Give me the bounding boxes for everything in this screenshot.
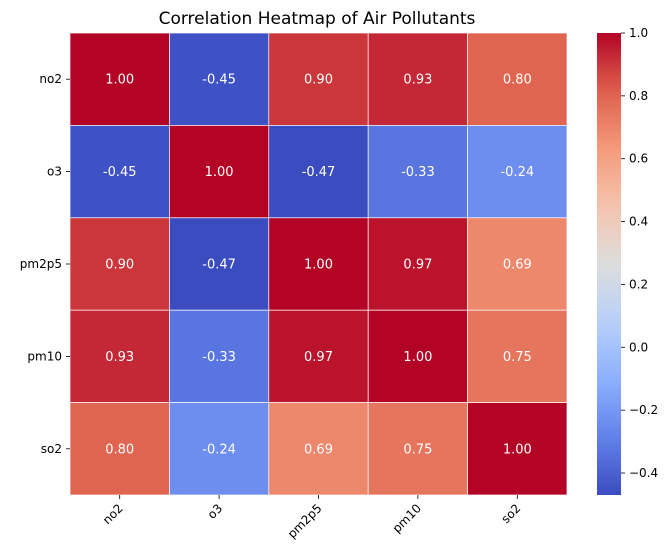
x-tick-label-o3: o3 xyxy=(205,501,225,521)
cell-annotation: -0.45 xyxy=(103,165,137,180)
cell-annotation: 0.80 xyxy=(503,73,532,88)
cell-annotation: 0.97 xyxy=(304,350,333,365)
cell-annotation: -0.45 xyxy=(202,73,236,88)
colorbar-tick-label: −0.2 xyxy=(629,403,658,417)
cell-annotation: 1.00 xyxy=(205,165,234,180)
cell-annotation: 0.93 xyxy=(403,73,432,88)
colorbar-gradient xyxy=(597,33,621,495)
x-tick-label-pm10: pm10 xyxy=(390,501,424,535)
colorbar-tick-label: 0.2 xyxy=(629,277,648,291)
colorbar-tick-label: 1.0 xyxy=(629,26,648,40)
heatmap-cell-so2-no2 xyxy=(69,402,170,496)
heatmap-cell-so2-so2 xyxy=(467,402,568,496)
cell-annotation: -0.47 xyxy=(302,165,336,180)
cell-annotation: -0.33 xyxy=(401,165,435,180)
y-axis-tick-labels: no2 o3 pm2p5 pm10 so2 xyxy=(20,72,70,456)
heatmap-cell-no2-o3 xyxy=(169,32,270,126)
y-tick-label-pm2p5: pm2p5 xyxy=(20,257,62,271)
heatmap-cell-o3-pm2p5 xyxy=(268,125,369,219)
heatmap-cell-o3-so2 xyxy=(467,125,568,219)
heatmap-cells: 1.00 -0.45 0.90 0.93 0.80 -0.45 1.00 -0.47 -0.33… xyxy=(69,32,568,496)
heatmap-cell-no2-pm2p5 xyxy=(268,32,369,126)
y-tick-label-so2: so2 xyxy=(41,442,62,456)
x-tick-label-so2: so2 xyxy=(499,501,524,526)
cell-annotation: 0.90 xyxy=(304,73,333,88)
cell-annotation: 1.00 xyxy=(105,73,134,88)
heatmap-cell-pm10-pm2p5 xyxy=(268,309,369,403)
cell-annotation: 0.69 xyxy=(304,442,333,457)
heatmap-cell-pm2p5-o3 xyxy=(169,217,270,311)
heatmap-cell-no2-so2 xyxy=(467,32,568,126)
x-tick-label-no2: no2 xyxy=(100,501,126,527)
heatmap-cell-pm10-so2 xyxy=(467,309,568,403)
cell-annotation: -0.24 xyxy=(202,442,236,457)
cell-annotation: 0.75 xyxy=(403,442,432,457)
heatmap-cell-pm10-o3 xyxy=(169,309,270,403)
cell-annotation: 1.00 xyxy=(403,350,432,365)
cell-annotation: 0.97 xyxy=(403,258,432,273)
x-tick-label-pm2p5: pm2p5 xyxy=(285,501,325,541)
cell-annotation: 0.69 xyxy=(503,258,532,273)
heatmap-cell-so2-pm2p5 xyxy=(268,402,369,496)
colorbar-tick-label: 0.6 xyxy=(629,152,648,166)
colorbar-tick-label: 0.0 xyxy=(629,340,648,354)
colorbar-tick-label: −0.4 xyxy=(629,466,658,480)
y-tick-label-pm10: pm10 xyxy=(27,349,62,363)
chart-title: Correlation Heatmap of Air Pollutants xyxy=(159,9,476,29)
heatmap-cell-pm2p5-pm10 xyxy=(367,217,468,311)
cell-annotation: 0.80 xyxy=(105,442,134,457)
cell-annotation: -0.47 xyxy=(202,258,236,273)
heatmap-cell-pm2p5-so2 xyxy=(467,217,568,311)
cell-annotation: 0.93 xyxy=(105,350,134,365)
cell-annotation: -0.24 xyxy=(500,165,534,180)
x-axis-tick-labels: no2 o3 pm2p5 pm10 so2 xyxy=(100,495,523,541)
cell-annotation: 0.75 xyxy=(503,350,532,365)
colorbar-tick-label: 0.4 xyxy=(629,215,648,229)
cell-annotation: 0.90 xyxy=(105,258,134,273)
colorbar-tick-label: 0.8 xyxy=(629,89,648,103)
y-tick-label-o3: o3 xyxy=(47,165,62,179)
heatmap-cell-pm2p5-pm2p5 xyxy=(268,217,369,311)
heatmap-cell-o3-no2 xyxy=(69,125,170,219)
cell-annotation: 1.00 xyxy=(304,258,333,273)
heatmap-cell-so2-o3 xyxy=(169,402,270,496)
heatmap-cell-no2-no2 xyxy=(69,32,170,126)
colorbar: 1.0 0.8 0.6 0.4 0.2 0.0 −0.2 −0.4 xyxy=(597,26,658,495)
cell-annotation: 1.00 xyxy=(503,442,532,457)
heatmap-cell-pm10-pm10 xyxy=(367,309,468,403)
y-tick-label-no2: no2 xyxy=(39,72,62,86)
heatmap-cell-no2-pm10 xyxy=(367,32,468,126)
cell-annotation: -0.33 xyxy=(202,350,236,365)
